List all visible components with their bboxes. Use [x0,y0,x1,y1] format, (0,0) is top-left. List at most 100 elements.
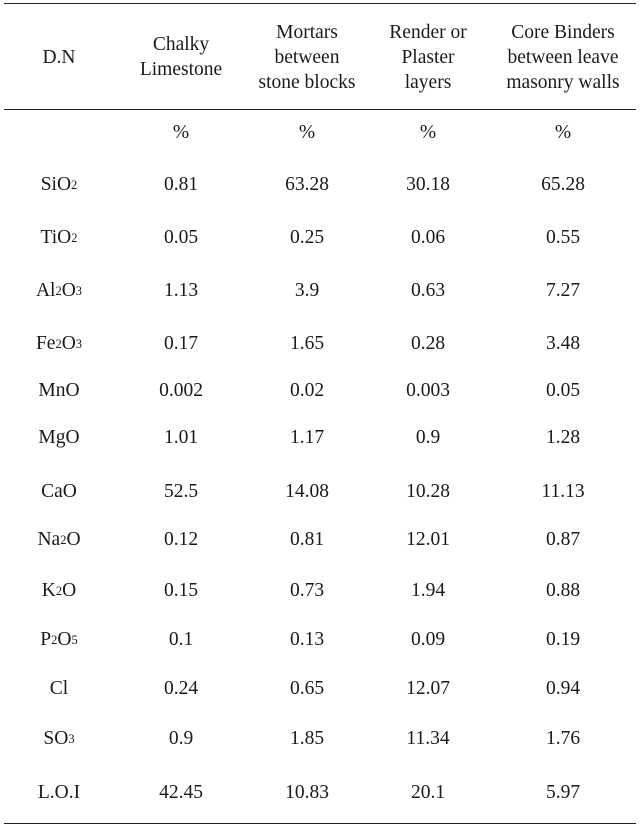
row-label: SO 3 [43,728,75,749]
unit-cell: % [554,122,572,143]
value-cell: 5.97 [545,782,581,803]
unit-cell [4,113,114,153]
value-cell: 0.9 [168,728,194,749]
table-header-row: D.N Chalky Limestone Mortars between sto… [0,6,640,108]
value-cell: 0.81 [289,529,325,550]
value-cell: 3.48 [545,333,581,354]
row-label: Cl [4,669,114,709]
formula-text: O [61,333,76,354]
value-cell: 11.34 [406,728,450,749]
formula-text: Na [37,529,61,550]
value-cell: 0.17 [163,333,199,354]
row-label: SiO 2 [40,174,78,195]
value-cell: 0.87 [545,529,581,550]
value-cell: 42.45 [159,782,203,803]
value-cell: 0.94 [545,678,581,699]
value-cell: 0.13 [289,629,325,650]
formula-text: Al [35,280,56,301]
value-cell: 0.24 [163,678,199,699]
value-cell: 0.1 [168,629,194,650]
table-row: SiO 2 0.81 63.28 30.18 65.28 [0,165,640,205]
formula-text: MgO [38,427,80,448]
value-cell: 0.55 [545,227,581,248]
formula-text: CaO [41,481,77,502]
value-cell: 63.28 [285,174,329,195]
value-cell: 1.65 [289,333,325,354]
value-cell: 0.28 [410,333,446,354]
table-row: L.O.I 42.45 10.83 20.1 5.97 [0,773,640,813]
formula-text: O [66,529,81,550]
value-cell: 0.05 [545,380,581,401]
formula-text: P [40,629,52,650]
table-header-rule [4,109,636,110]
value-cell: 0.002 [159,380,203,401]
formula-text: K [41,580,56,601]
header-dn: D.N [42,46,76,68]
value-cell: 65.28 [541,174,585,195]
value-cell: 1.17 [289,427,325,448]
table-row: TiO 2 0.05 0.25 0.06 0.55 [0,218,640,258]
value-cell: 1.13 [163,280,199,301]
value-cell: 11.13 [541,481,585,502]
formula-text: Cl [49,678,69,699]
formula-text: O [57,629,72,650]
header-render-plaster: Render or Plaster layers [389,21,467,93]
value-cell: 0.06 [410,227,446,248]
header-chalky-limestone: Chalky Limestone [139,34,223,80]
formula-text: SiO [40,174,72,195]
row-label: CaO [4,472,114,512]
units-row: % % % % [0,113,640,153]
row-label: TiO 2 [40,227,78,248]
value-cell: 7.27 [545,280,581,301]
row-label: L.O.I [4,773,114,813]
value-cell: 0.05 [163,227,199,248]
header-core-binders: Core Binders between leave masonry walls [506,21,620,93]
value-cell: 0.65 [289,678,325,699]
row-label: MgO [4,418,114,458]
value-cell: 14.08 [285,481,329,502]
header-mortars: Mortars between stone blocks [258,21,356,93]
value-cell: 1.76 [545,728,581,749]
row-label: Fe 2 O 3 [35,333,83,354]
unit-cell: % [172,122,190,143]
table-row: MnO 0.002 0.02 0.003 0.05 [0,371,640,411]
value-cell: 0.02 [289,380,325,401]
row-label: MnO [4,371,114,411]
value-cell: 0.9 [415,427,441,448]
value-cell: 0.15 [163,580,199,601]
value-cell: 0.81 [163,174,199,195]
value-cell: 20.1 [410,782,446,803]
table-row: SO 3 0.9 1.85 11.34 1.76 [0,719,640,759]
value-cell: 30.18 [406,174,450,195]
value-cell: 12.07 [406,678,450,699]
value-cell: 0.09 [410,629,446,650]
value-cell: 0.73 [289,580,325,601]
formula-text: TiO [40,227,72,248]
value-cell: 1.01 [163,427,199,448]
table-row: CaO 52.5 14.08 10.28 11.13 [0,472,640,512]
value-cell: 1.85 [289,728,325,749]
formula-text: O [62,580,77,601]
row-label: Na 2 O [37,529,81,550]
value-cell: 12.01 [406,529,450,550]
row-label: Al 2 O 3 [35,280,83,301]
value-cell: 1.28 [545,427,581,448]
value-cell: 0.63 [410,280,446,301]
value-cell: 1.94 [410,580,446,601]
value-cell: 52.5 [163,481,199,502]
value-cell: 10.83 [285,782,329,803]
formula-text: Fe [35,333,56,354]
table-row: Na 2 O 0.12 0.81 12.01 0.87 [0,520,640,560]
unit-cell: % [419,122,437,143]
formula-text: SO [43,728,69,749]
table-row: Fe 2 O 3 0.17 1.65 0.28 3.48 [0,324,640,364]
table-row: Cl 0.24 0.65 12.07 0.94 [0,669,640,709]
value-cell: 10.28 [406,481,450,502]
value-cell: 0.88 [545,580,581,601]
table-row: MgO 1.01 1.17 0.9 1.28 [0,418,640,458]
formula-text: MnO [38,380,80,401]
value-cell: 0.12 [163,529,199,550]
